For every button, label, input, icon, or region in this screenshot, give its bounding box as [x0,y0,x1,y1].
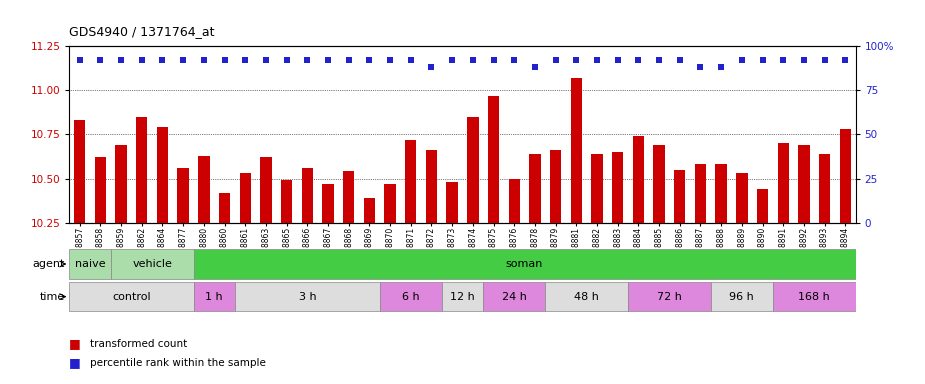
Bar [426,150,438,223]
Bar [550,150,561,223]
Text: 168 h: 168 h [798,291,830,302]
Bar [219,193,230,223]
Bar [111,249,193,279]
Bar [281,180,292,223]
Bar [240,173,251,223]
Bar [193,249,856,279]
Bar [509,179,520,223]
Text: time: time [40,291,65,302]
Bar [178,168,189,223]
Bar [380,282,442,311]
Bar [343,172,354,223]
Bar [674,170,685,223]
Bar [612,152,623,223]
Bar [116,145,127,223]
Bar [633,136,644,223]
Text: vehicle: vehicle [132,259,172,269]
Text: 72 h: 72 h [657,291,682,302]
Text: 96 h: 96 h [730,291,754,302]
Text: transformed count: transformed count [90,339,187,349]
Bar [487,96,500,223]
Text: 1 h: 1 h [205,291,223,302]
Bar [545,282,628,311]
Text: ■: ■ [69,337,81,350]
Bar [69,282,193,311]
Bar [235,282,380,311]
Text: soman: soman [506,259,543,269]
Bar [757,189,768,223]
Text: percentile rank within the sample: percentile rank within the sample [90,358,265,368]
Bar [405,140,416,223]
Bar [798,145,809,223]
Bar [385,184,396,223]
Bar [260,157,272,223]
Text: 12 h: 12 h [450,291,475,302]
Bar [628,282,710,311]
Bar [571,78,582,223]
Bar [302,168,313,223]
Text: control: control [112,291,151,302]
Bar [193,282,235,311]
Bar [442,282,483,311]
Text: 6 h: 6 h [402,291,420,302]
Bar [157,127,168,223]
Text: agent: agent [32,259,65,269]
Text: 3 h: 3 h [299,291,316,302]
Bar [447,182,458,223]
Bar [778,143,789,223]
Bar [695,164,706,223]
Bar [467,117,478,223]
Bar [483,282,545,311]
Bar [322,184,334,223]
Bar [819,154,831,223]
Bar [736,173,747,223]
Text: ■: ■ [69,356,81,369]
Text: GDS4940 / 1371764_at: GDS4940 / 1371764_at [69,25,215,38]
Bar [591,154,603,223]
Bar [198,156,210,223]
Bar [74,120,85,223]
Bar [529,154,540,223]
Bar [653,145,665,223]
Bar [94,157,106,223]
Bar [715,164,727,223]
Text: 48 h: 48 h [574,291,599,302]
Bar [773,282,856,311]
Bar [364,198,375,223]
Bar [136,117,147,223]
Bar [710,282,773,311]
Bar [69,249,111,279]
Bar [840,129,851,223]
Text: naive: naive [75,259,105,269]
Text: 24 h: 24 h [501,291,526,302]
